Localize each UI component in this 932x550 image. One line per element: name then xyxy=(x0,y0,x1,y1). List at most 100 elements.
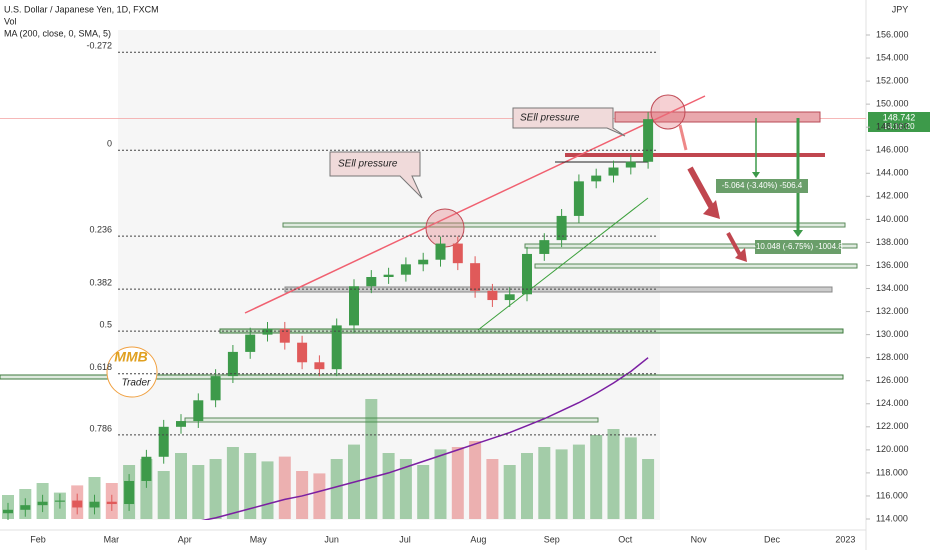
candle-body xyxy=(504,294,515,301)
volume-bar xyxy=(296,471,309,519)
y-tick-label: 114.000 xyxy=(876,513,908,523)
volume-bar xyxy=(382,453,395,519)
volume-bar xyxy=(521,453,533,519)
candle-body xyxy=(20,505,31,510)
candle-body xyxy=(72,500,83,508)
zone xyxy=(534,263,858,269)
candle-body xyxy=(470,263,481,291)
x-tick-label: Jul xyxy=(399,534,411,544)
x-tick-label: May xyxy=(250,534,268,544)
arrow-head xyxy=(735,248,747,262)
pressure-circle xyxy=(650,94,686,130)
callout xyxy=(512,107,626,137)
candle-body xyxy=(210,376,221,401)
x-tick-label: Nov xyxy=(691,534,708,544)
fib-label: 0 xyxy=(107,139,112,149)
x-tick-label: Dec xyxy=(764,534,781,544)
candle-body xyxy=(158,426,169,457)
arrow xyxy=(726,232,742,256)
candle-body xyxy=(297,342,308,363)
candle-body xyxy=(591,175,602,182)
candle-body xyxy=(418,259,429,265)
arrow-head xyxy=(703,200,720,219)
candle-body xyxy=(573,181,584,216)
annotation: SEll pressure xyxy=(338,159,398,170)
measure-head xyxy=(752,172,760,178)
resistance-zone xyxy=(614,111,821,123)
volume-bar xyxy=(555,449,568,519)
y-tick-label: 150.000 xyxy=(876,99,909,109)
candle-body xyxy=(539,240,550,254)
y-tick-label: 148.000 xyxy=(876,122,909,132)
fib-label: 0.618 xyxy=(89,362,112,372)
measure-label-box xyxy=(755,240,841,254)
logo-text: MMB xyxy=(114,349,147,365)
last-price-box xyxy=(868,112,930,132)
x-tick-label: Aug xyxy=(470,534,486,544)
volume-bar xyxy=(503,465,516,519)
y-tick-label: 128.000 xyxy=(876,352,909,362)
countdown: 14:16:20 xyxy=(883,122,915,131)
volume-bar xyxy=(469,441,482,519)
fib-label: 0.786 xyxy=(89,423,112,433)
plot xyxy=(2,112,655,520)
volume-bar xyxy=(330,459,343,519)
measure-head xyxy=(793,230,803,237)
candle-body xyxy=(193,400,204,422)
candle-body xyxy=(608,167,619,176)
candle-body xyxy=(89,501,100,508)
candle-body xyxy=(106,501,117,505)
y-tick-label: 156.000 xyxy=(876,29,909,39)
candle-body xyxy=(625,161,636,168)
candle-body xyxy=(3,509,13,514)
y-tick-label: 120.000 xyxy=(876,444,909,454)
ma-label: MA (200, close, 0, SMA, 5) xyxy=(4,28,111,38)
currency: JPY xyxy=(892,4,909,14)
callout xyxy=(329,151,423,199)
candle-body xyxy=(366,277,377,287)
y-tick-label: 122.000 xyxy=(876,421,909,431)
volume-bar xyxy=(538,447,551,519)
y-tick-label: 134.000 xyxy=(876,283,909,293)
trend-line xyxy=(477,197,649,331)
candle-body xyxy=(487,290,498,301)
volume-bar xyxy=(278,456,291,519)
candle-body xyxy=(176,421,186,427)
candle-body xyxy=(262,328,273,335)
volume-bar xyxy=(607,429,620,519)
volume-bar xyxy=(399,459,412,519)
volume-bar xyxy=(590,435,603,519)
volume-bar xyxy=(175,453,187,519)
candle-body xyxy=(37,501,48,506)
candle-body xyxy=(643,119,654,162)
x-tick-label: Sep xyxy=(544,534,560,544)
x-tick-label: 2023 xyxy=(835,534,855,544)
y-tick-label: 154.000 xyxy=(876,52,909,62)
volume-bar xyxy=(209,459,222,519)
y-tick-label: 138.000 xyxy=(876,237,909,247)
volume-bar xyxy=(313,473,326,519)
volume-bar xyxy=(642,459,655,519)
measure-label: -10.048 (-6.75%) -1004.8 xyxy=(753,242,843,251)
x-tick-label: Mar xyxy=(104,534,120,544)
candle-body xyxy=(383,274,394,277)
y-tick-label: 126.000 xyxy=(876,375,909,385)
trend-line xyxy=(244,95,706,314)
volume-label: Vol xyxy=(4,16,17,26)
candle-body xyxy=(245,334,256,352)
volume-bar xyxy=(365,399,378,519)
logo-text: Trader xyxy=(122,378,151,389)
volume-bar xyxy=(157,471,170,519)
x-tick-label: Jun xyxy=(324,534,339,544)
candle-body xyxy=(54,500,65,502)
x-tick-label: Oct xyxy=(618,534,633,544)
moving-average xyxy=(201,357,649,520)
candle-body xyxy=(314,362,325,370)
y-tick-label: 146.000 xyxy=(876,145,909,155)
support-zone xyxy=(565,153,825,157)
y-tick-label: 142.000 xyxy=(876,191,909,201)
volume-bar xyxy=(486,459,499,519)
y-tick-label: 152.000 xyxy=(876,75,909,85)
volume-bar xyxy=(451,447,464,519)
